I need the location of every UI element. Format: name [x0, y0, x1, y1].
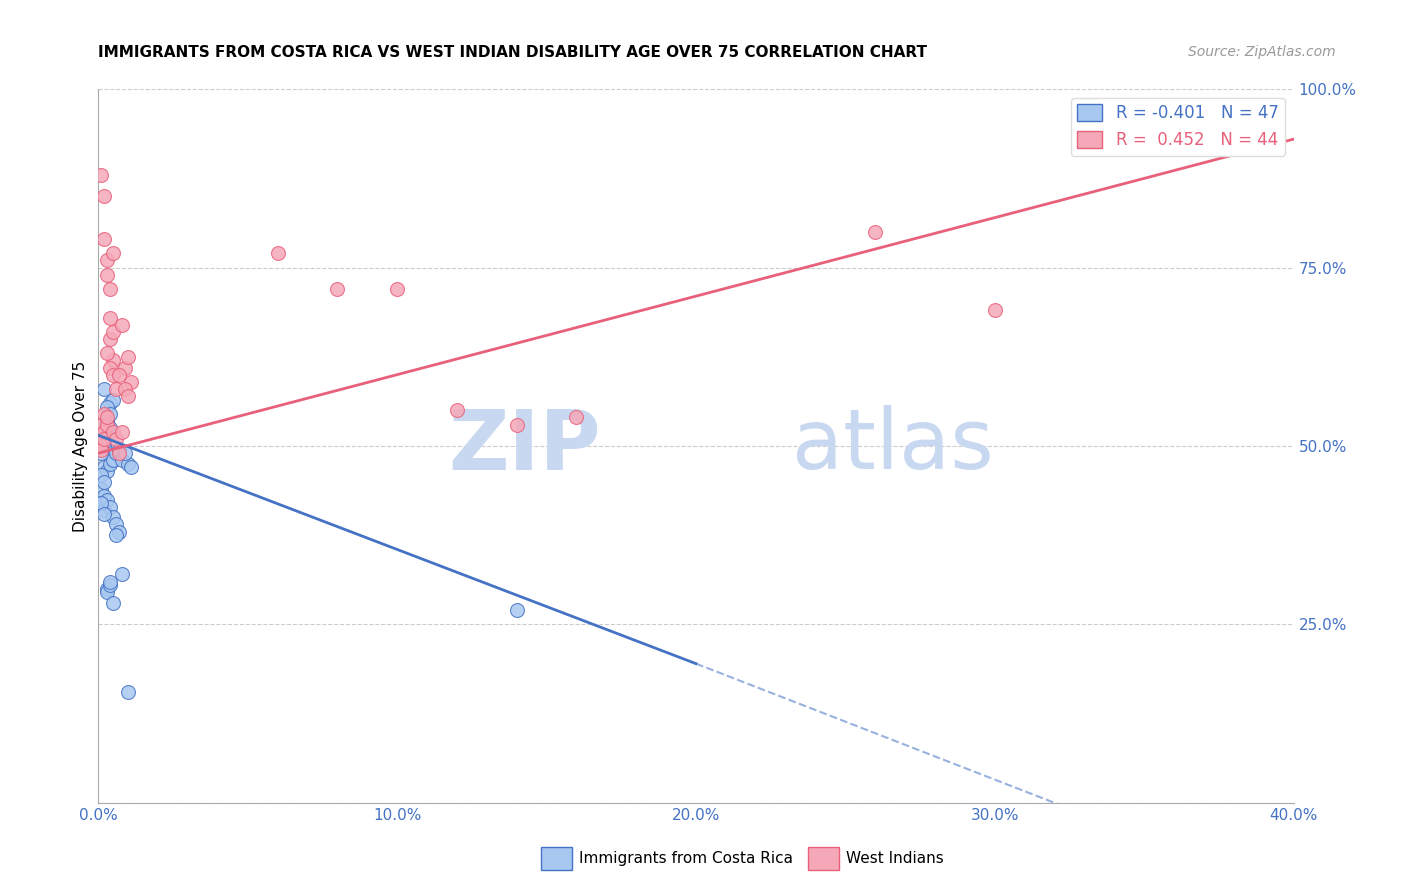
Point — [96, 346, 118, 360]
Point — [108, 446, 131, 460]
Point — [326, 282, 349, 296]
Point — [90, 439, 112, 453]
Point — [100, 310, 122, 325]
Point — [96, 417, 118, 432]
Point — [93, 435, 115, 450]
Point — [96, 428, 118, 442]
Point — [506, 417, 529, 432]
Point — [93, 432, 115, 446]
Point — [103, 368, 125, 382]
Point — [984, 303, 1007, 318]
Point — [93, 425, 115, 439]
Point — [117, 685, 139, 699]
Text: IMMIGRANTS FROM COSTA RICA VS WEST INDIAN DISABILITY AGE OVER 75 CORRELATION CHA: IMMIGRANTS FROM COSTA RICA VS WEST INDIA… — [98, 45, 928, 60]
Point — [120, 460, 142, 475]
Point — [90, 467, 112, 482]
Point — [90, 442, 112, 457]
Point — [117, 389, 139, 403]
Point — [111, 453, 134, 467]
Point — [90, 482, 112, 496]
Point — [93, 425, 115, 439]
Point — [385, 282, 409, 296]
Point — [105, 446, 128, 460]
Point — [93, 425, 115, 439]
Legend: R = -0.401   N = 47, R =  0.452   N = 44: R = -0.401 N = 47, R = 0.452 N = 44 — [1070, 97, 1285, 155]
Point — [96, 414, 118, 428]
Point — [100, 282, 122, 296]
Point — [103, 425, 125, 439]
Point — [96, 400, 118, 414]
Point — [446, 403, 468, 417]
Point — [90, 496, 112, 510]
Text: ZIP: ZIP — [449, 406, 600, 486]
Point — [865, 225, 887, 239]
Point — [117, 457, 139, 471]
Point — [108, 442, 131, 457]
Text: Immigrants from Costa Rica: Immigrants from Costa Rica — [579, 852, 793, 866]
Text: atlas: atlas — [792, 406, 993, 486]
Point — [105, 517, 128, 532]
Point — [100, 332, 122, 346]
Point — [96, 268, 118, 282]
Point — [100, 574, 122, 589]
Point — [93, 475, 115, 489]
Point — [103, 325, 125, 339]
Point — [114, 360, 136, 375]
Point — [96, 585, 118, 599]
Point — [108, 368, 131, 382]
Point — [93, 460, 115, 475]
Point — [100, 396, 122, 410]
Point — [96, 414, 118, 428]
Point — [267, 246, 290, 260]
Text: Source: ZipAtlas.com: Source: ZipAtlas.com — [1188, 45, 1336, 59]
Point — [93, 382, 115, 396]
Point — [93, 489, 115, 503]
Point — [117, 350, 139, 364]
Point — [108, 524, 131, 539]
Point — [100, 421, 122, 435]
Point — [103, 246, 125, 260]
Point — [103, 353, 125, 368]
Point — [120, 375, 142, 389]
Point — [96, 410, 118, 425]
Point — [96, 253, 118, 268]
Point — [90, 432, 112, 446]
Point — [90, 417, 112, 432]
Text: West Indians: West Indians — [846, 852, 945, 866]
Point — [111, 425, 134, 439]
Point — [103, 510, 125, 524]
Point — [96, 582, 118, 596]
Point — [100, 407, 122, 421]
Point — [103, 596, 125, 610]
Point — [90, 417, 112, 432]
Point — [93, 189, 115, 203]
Point — [105, 528, 128, 542]
Point — [96, 492, 118, 507]
Point — [506, 603, 529, 617]
Point — [93, 439, 115, 453]
Point — [114, 382, 136, 396]
Point — [100, 457, 122, 471]
Point — [105, 382, 128, 396]
Point — [100, 578, 122, 592]
Point — [100, 360, 122, 375]
Point — [93, 407, 115, 421]
Point — [93, 232, 115, 246]
Point — [93, 503, 115, 517]
Point — [90, 432, 112, 446]
Point — [90, 168, 112, 182]
Point — [565, 410, 588, 425]
Point — [111, 318, 134, 332]
Point — [103, 453, 125, 467]
Point — [105, 432, 128, 446]
Point — [90, 446, 112, 460]
Y-axis label: Disability Age Over 75: Disability Age Over 75 — [73, 360, 89, 532]
Point — [114, 446, 136, 460]
Point — [111, 567, 134, 582]
Point — [103, 392, 125, 407]
Point — [93, 507, 115, 521]
Point — [90, 496, 112, 510]
Point — [100, 500, 122, 514]
Point — [96, 464, 118, 478]
